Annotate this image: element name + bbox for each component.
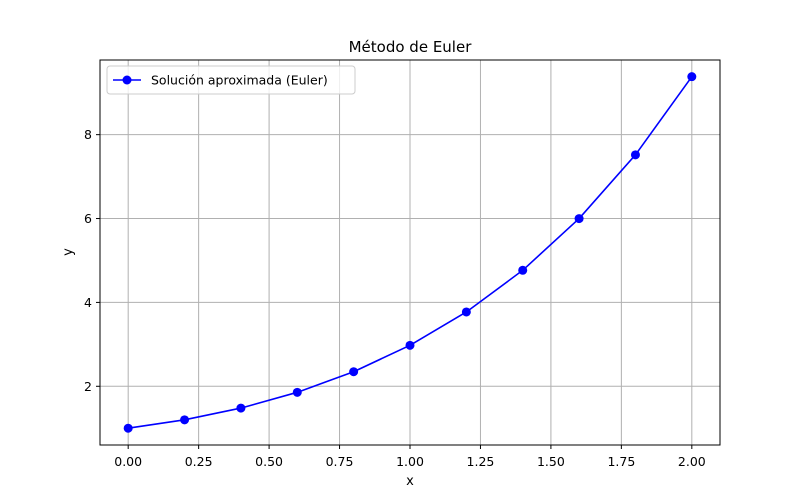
x-tick-label: 1.50 — [537, 454, 565, 469]
x-axis-label: x — [406, 474, 414, 489]
data-point — [630, 150, 640, 160]
data-point — [349, 367, 359, 377]
y-tick-label: 8 — [84, 127, 92, 142]
x-tick-label: 0.75 — [326, 454, 354, 469]
x-tick-label: 1.25 — [467, 454, 495, 469]
legend-entry-label: Solución aproximada (Euler) — [151, 73, 328, 88]
legend-marker-swatch — [122, 75, 132, 85]
x-tick-label: 0.00 — [114, 454, 142, 469]
y-tick-label: 4 — [84, 295, 92, 310]
data-point — [461, 307, 471, 317]
data-point — [180, 415, 190, 425]
x-tick-label: 0.25 — [185, 454, 213, 469]
data-point — [236, 403, 246, 413]
data-series — [123, 72, 697, 433]
grid-lines — [100, 60, 720, 445]
data-point — [574, 214, 584, 224]
legend: Solución aproximada (Euler) — [106, 65, 356, 95]
y-tick-label: 2 — [84, 379, 92, 394]
y-axis-label: y — [61, 248, 76, 256]
data-point — [123, 423, 133, 433]
axis-ticks: 0.00 0.25 0.50 0.75 1.00 1.25 1.50 1.75 2.00 2 4 6 8 — [84, 127, 706, 469]
x-tick-label: 1.75 — [607, 454, 635, 469]
data-point — [292, 387, 302, 397]
data-point — [687, 72, 697, 82]
x-tick-label: 0.50 — [255, 454, 283, 469]
legend-box — [106, 65, 356, 95]
chart-title: Método de Euler — [349, 38, 473, 56]
x-tick-label: 2.00 — [678, 454, 706, 469]
data-point — [518, 265, 528, 275]
x-tick-label: 1.00 — [396, 454, 424, 469]
y-tick-label: 6 — [84, 211, 92, 226]
data-point — [405, 340, 415, 350]
